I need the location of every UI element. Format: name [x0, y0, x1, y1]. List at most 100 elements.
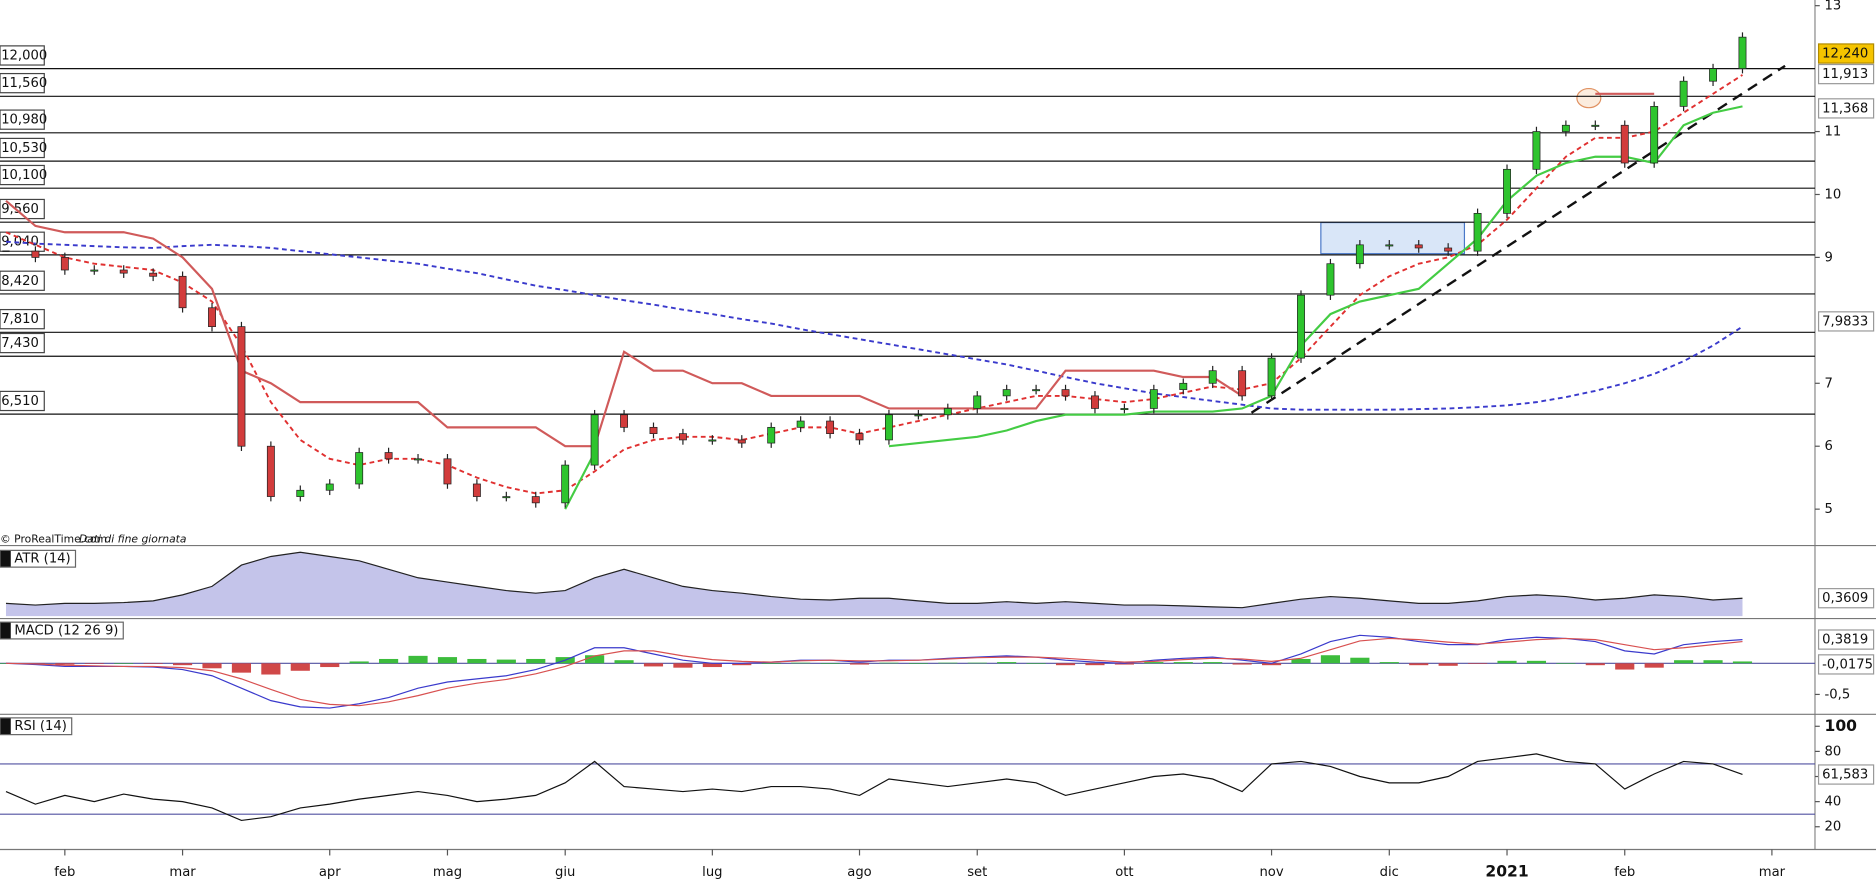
candle: [502, 496, 511, 499]
level-label-box: [0, 45, 45, 66]
histogram-bar: [1173, 662, 1193, 664]
candle: [1297, 294, 1305, 359]
level-label-box: [0, 308, 45, 330]
candle: [119, 269, 128, 274]
candle: [31, 250, 40, 258]
histogram-bar: [1232, 663, 1252, 665]
histogram-bar: [349, 661, 369, 664]
histogram-bar: [614, 660, 634, 664]
histogram-bar: [1409, 663, 1429, 666]
candle: [531, 496, 540, 504]
level-label-box: [0, 164, 45, 186]
candle: [1385, 244, 1394, 247]
histogram-bar: [1055, 663, 1076, 666]
histogram-bar: [1379, 662, 1399, 664]
price-label: 0,3609: [1822, 591, 1868, 606]
candle: [1738, 36, 1747, 69]
histogram-bar: [1291, 658, 1311, 664]
histogram-bar: [908, 663, 928, 664]
overlay-line: [564, 105, 1743, 510]
candle: [1532, 131, 1541, 170]
indicator-label: MACD (12 26 9): [14, 624, 118, 639]
y-tick-label: 80: [1825, 744, 1842, 759]
price-label-box: [1817, 764, 1875, 785]
histogram-bar: [202, 663, 222, 669]
histogram-bar: [84, 663, 104, 664]
x-tick-label: mag: [433, 865, 462, 880]
candle: [178, 275, 187, 309]
candle: [355, 452, 364, 485]
x-tick-label: ago: [847, 865, 871, 880]
x-tick-label: 2021: [1485, 863, 1528, 881]
level-label-box: [0, 270, 45, 291]
histogram-bar: [1085, 663, 1105, 666]
histogram-bar: [1203, 662, 1223, 664]
candle: [561, 464, 570, 504]
level-label-box: [0, 390, 45, 412]
candle: [1591, 124, 1600, 127]
indicator-line: [5, 637, 1743, 707]
indicator-line: [5, 753, 1743, 822]
histogram-bar: [702, 663, 722, 668]
indicator-label: RSI (14): [14, 719, 67, 734]
level-label: 8,420: [1, 274, 39, 289]
overlay-line: [5, 240, 1743, 411]
overlay-line: [5, 92, 1655, 448]
level-label: 6,510: [1, 394, 39, 409]
level-label-box: [0, 72, 45, 94]
candle: [943, 408, 952, 416]
candle: [620, 414, 629, 428]
histogram-bar: [849, 663, 870, 665]
indicator-label-box: [0, 622, 11, 639]
indicator-label-frame: [0, 549, 77, 568]
candle: [826, 420, 835, 434]
candle: [472, 483, 481, 497]
level-label: 10,100: [1, 168, 47, 183]
x-tick-label: giu: [555, 865, 575, 880]
candle: [1355, 244, 1364, 265]
price-label-box: [1817, 63, 1875, 85]
histogram-bar: [1732, 661, 1753, 664]
histogram-bar: [526, 658, 546, 664]
price-label-box: [1817, 654, 1875, 675]
candle: [1561, 124, 1570, 132]
histogram-bar: [1144, 662, 1164, 664]
price-label: 61,583: [1822, 768, 1868, 783]
y-tick-label: 5: [1825, 502, 1833, 517]
consolidation-box: [1320, 221, 1466, 255]
histogram-bar: [1026, 663, 1046, 664]
histogram-bar: [173, 663, 193, 666]
indicator-label-box: [0, 550, 11, 568]
candle: [237, 326, 246, 447]
candle: [590, 414, 599, 466]
histogram-bar: [1350, 657, 1370, 664]
x-tick-label: feb: [54, 865, 75, 880]
candle: [1503, 168, 1511, 214]
candle: [208, 307, 216, 328]
overlay-line: [5, 74, 1743, 495]
histogram-bar: [408, 655, 428, 664]
candle: [1061, 389, 1070, 397]
price-label: 12,240: [1822, 47, 1868, 62]
level-label: 7,430: [1, 336, 39, 351]
level-label: 9,040: [1, 235, 39, 250]
y-tick-label: 7: [1825, 376, 1833, 391]
histogram-bar: [938, 662, 958, 664]
histogram-bar: [673, 663, 693, 668]
histogram-bar: [320, 663, 340, 668]
x-tick-label: apr: [319, 865, 341, 880]
histogram-bar: [1438, 663, 1458, 666]
candle: [708, 439, 717, 442]
histogram-bar: [261, 663, 281, 675]
candle: [1208, 370, 1217, 384]
candle: [90, 269, 99, 272]
level-label-box: [0, 332, 45, 354]
candle: [60, 257, 69, 271]
histogram-bar: [1703, 660, 1723, 664]
candle: [296, 489, 305, 497]
price-label-box: [1817, 588, 1875, 609]
histogram-bar: [1261, 663, 1282, 666]
y-tick-label: 20: [1825, 820, 1842, 835]
candle: [1473, 213, 1482, 252]
candle: [1238, 370, 1247, 397]
